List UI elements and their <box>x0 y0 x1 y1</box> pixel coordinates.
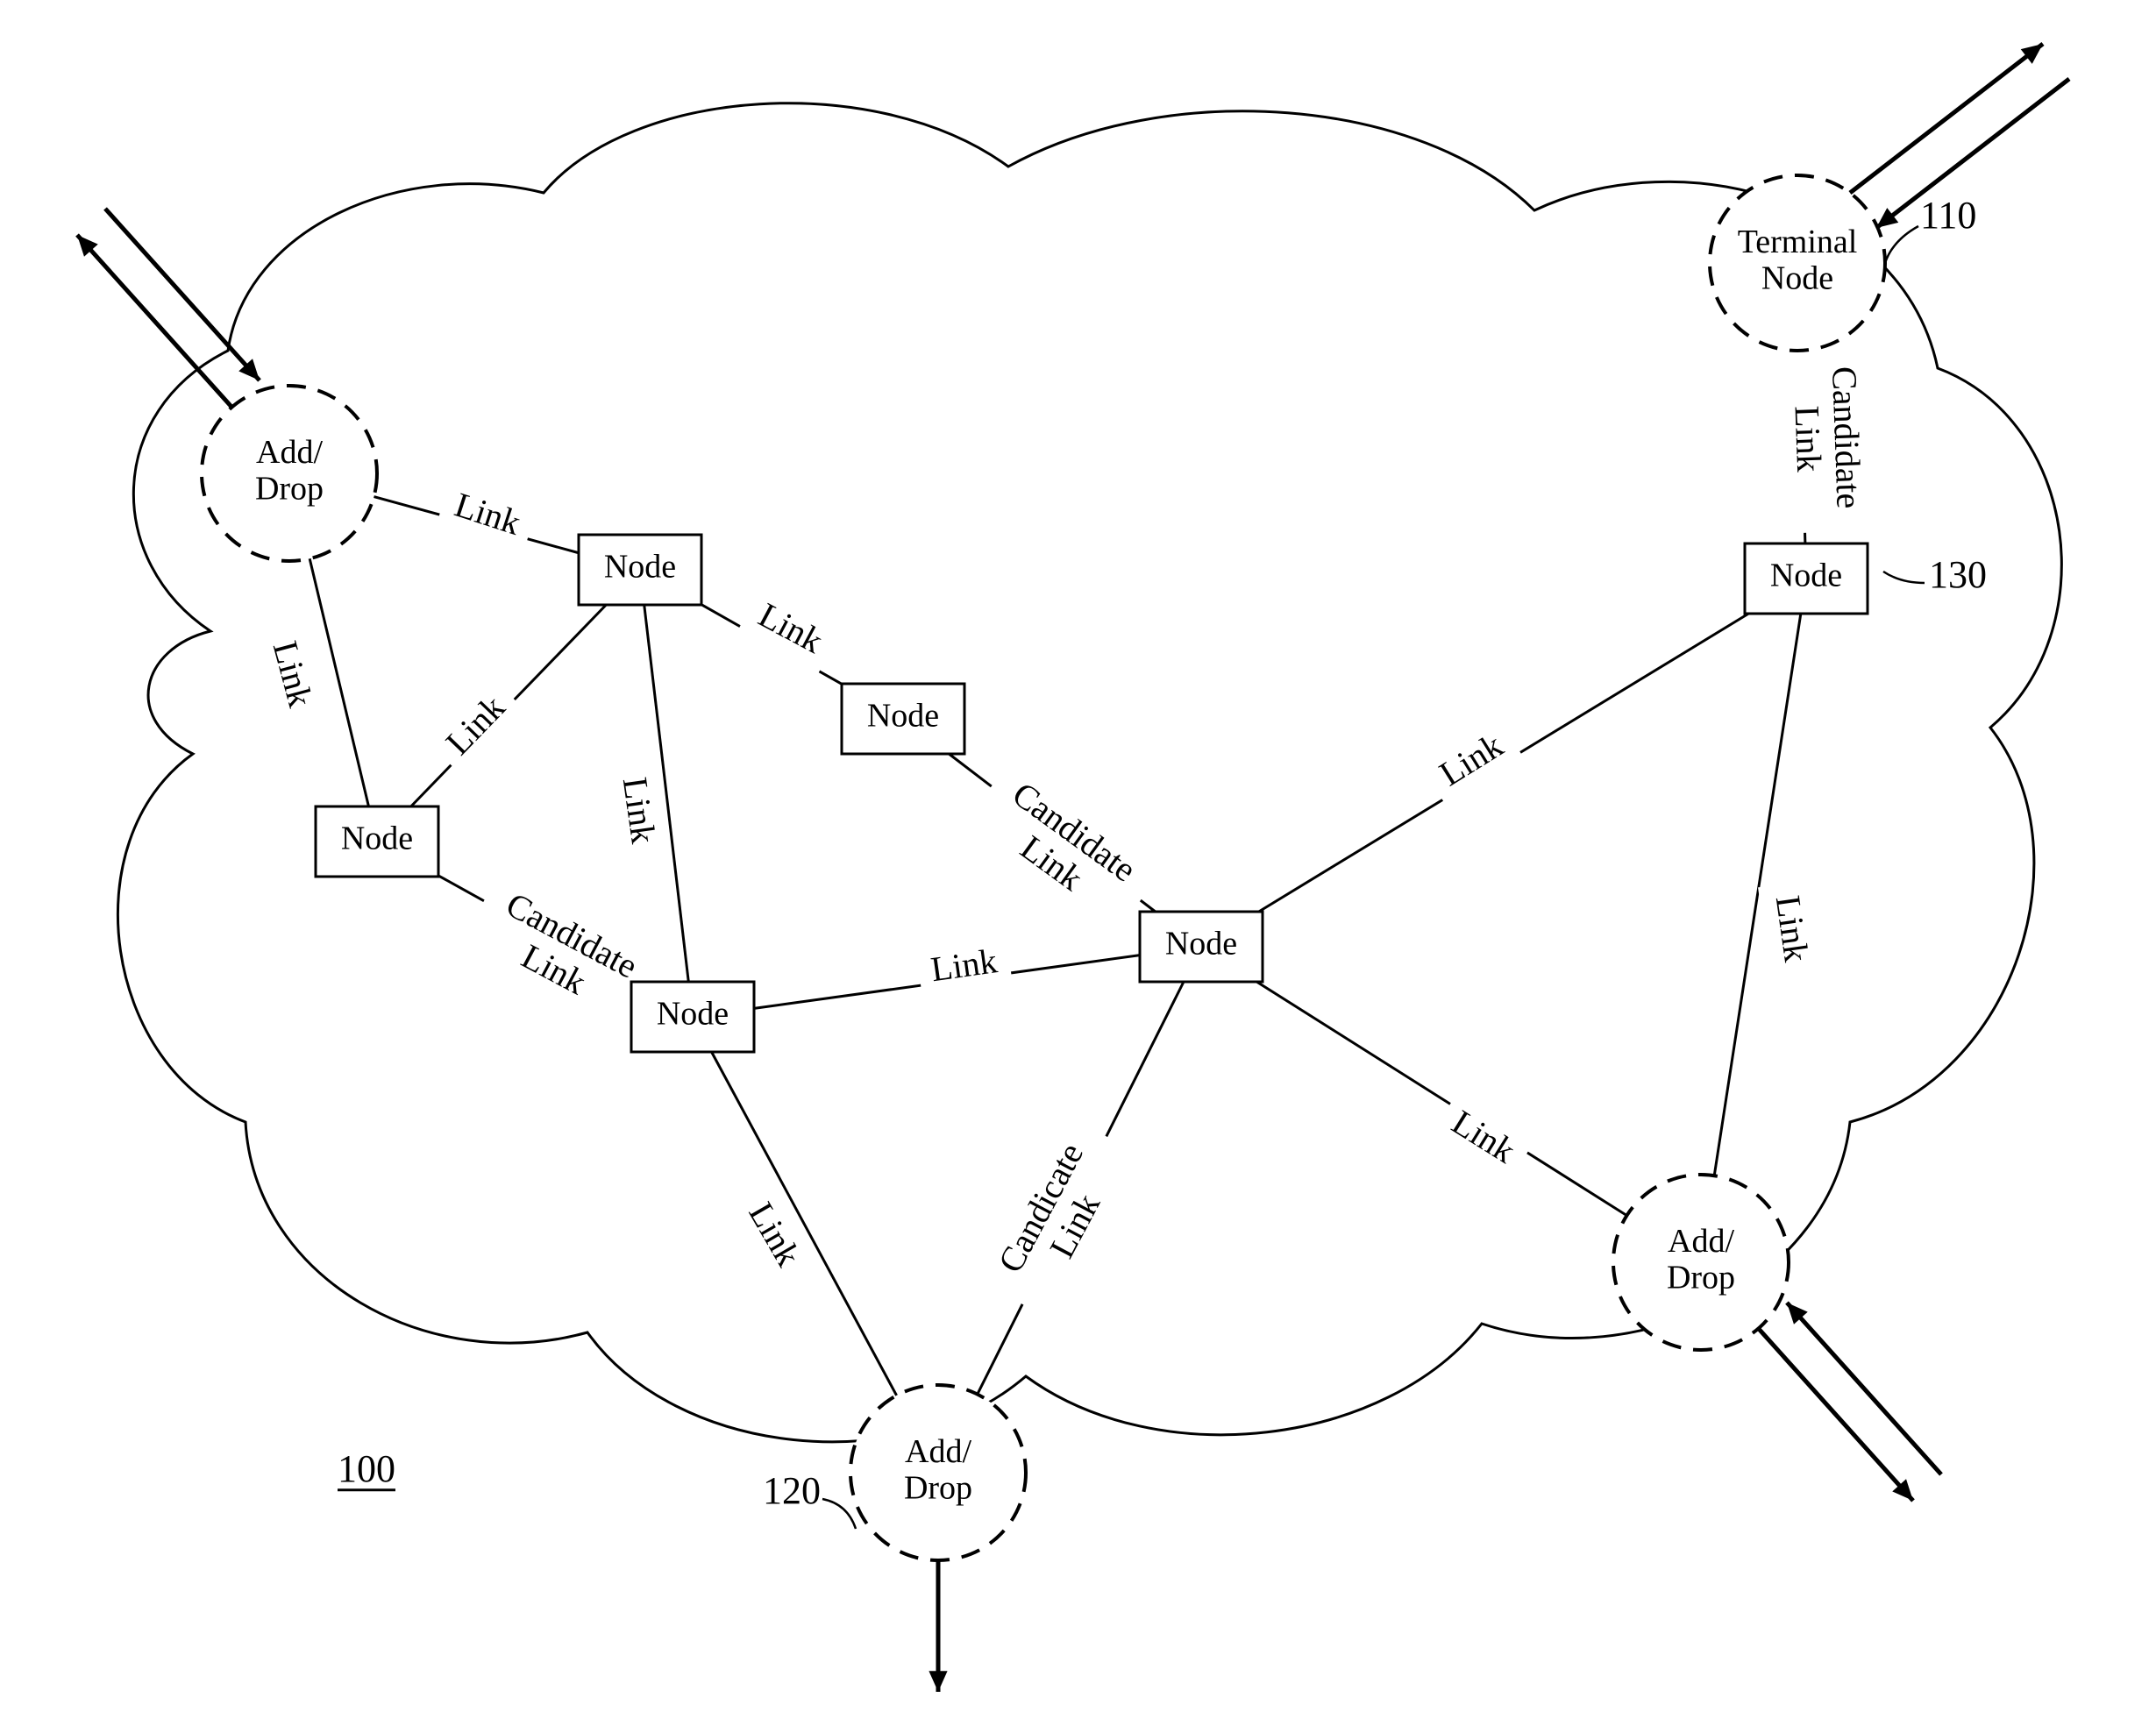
ref-130: 130 <box>1883 553 1987 596</box>
edge-label: Link <box>1758 881 1819 978</box>
node-label: Add/ <box>256 434 323 471</box>
ref-label: 100 <box>338 1447 395 1490</box>
node-label: Drop <box>904 1470 972 1507</box>
node-label: Drop <box>255 471 324 508</box>
node-f: Node <box>1745 543 1868 614</box>
ref-110: 110 <box>1885 194 1976 263</box>
edge-label: Link <box>1421 718 1525 808</box>
ref-100: 100 <box>338 1447 395 1490</box>
node-label: Node <box>1770 558 1842 594</box>
edge-label: Link <box>253 625 324 726</box>
node-label: Node <box>867 698 939 735</box>
node-label: Add/ <box>905 1433 971 1470</box>
node-b: Node <box>842 684 964 754</box>
ext-add1 <box>77 209 260 407</box>
node-label: Node <box>341 820 413 857</box>
edge-label: CandicateLink <box>978 1115 1145 1323</box>
edge-label: CandidateLink <box>1775 343 1871 533</box>
node-label: Node <box>604 549 676 586</box>
ref-label: 110 <box>1920 194 1976 237</box>
add-drop-1: Add/Drop <box>202 386 377 561</box>
edge-add-drop-1-node-c <box>310 558 368 806</box>
network-diagram: LinkLinkLinkLinkLinkCandidateLinkCandida… <box>0 0 2156 1726</box>
ref-120: 120 <box>763 1469 856 1529</box>
edge-label: Link <box>605 763 666 860</box>
ext-add3 <box>1759 1303 1941 1501</box>
node-c: Node <box>316 806 438 877</box>
node-label: Node <box>657 996 729 1033</box>
terminal-node: TerminalNode <box>1710 175 1885 351</box>
node-label: Terminal <box>1738 224 1858 260</box>
node-label: Node <box>1165 926 1237 962</box>
edge-label: Link <box>436 479 537 554</box>
node-label: Node <box>1761 260 1833 297</box>
edge-label: Link <box>429 678 528 778</box>
node-label: Add/ <box>1668 1223 1734 1260</box>
add-drop-3: Add/Drop <box>1613 1175 1789 1350</box>
edge-label: Link <box>916 938 1014 999</box>
edge-node-e-add-drop-3 <box>1256 982 1626 1216</box>
node-label: Drop <box>1667 1260 1735 1296</box>
edge-label-text: Candidate <box>1825 366 1869 509</box>
edge-label: Link <box>728 1184 815 1288</box>
node-a: Node <box>579 535 701 605</box>
ref-label: 120 <box>763 1469 821 1512</box>
node-e: Node <box>1140 912 1263 982</box>
edge-label-text: Link <box>1788 405 1830 472</box>
add-drop-2: Add/Drop <box>850 1385 1026 1560</box>
ref-label: 130 <box>1929 553 1987 596</box>
edge-label: Link <box>1430 1095 1533 1185</box>
node-d: Node <box>631 982 754 1052</box>
edge-label: Link <box>737 588 841 674</box>
ext-add2 <box>929 1560 947 1692</box>
